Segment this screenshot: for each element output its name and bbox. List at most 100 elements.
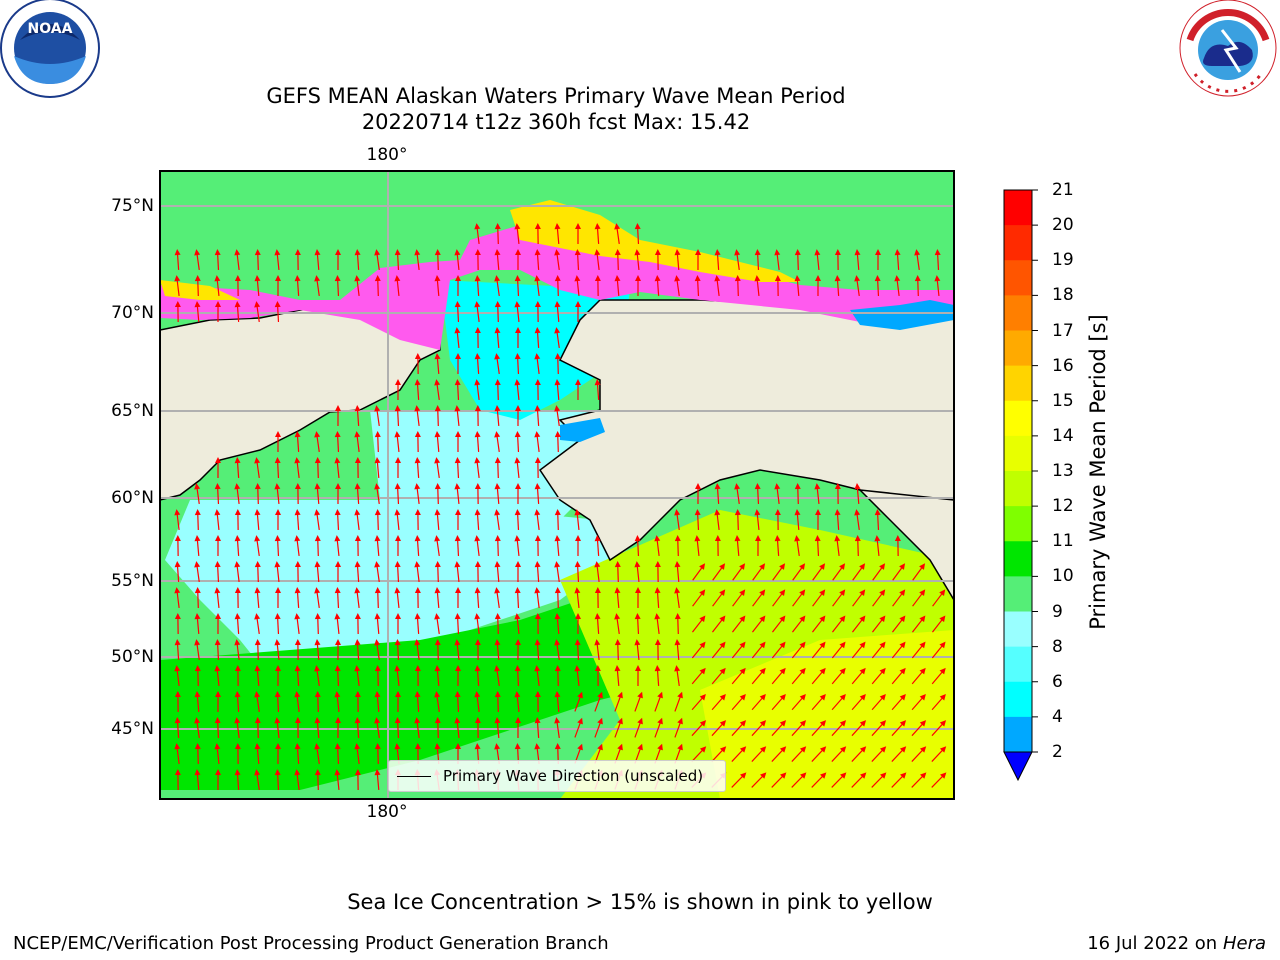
wave-arrow-head bbox=[374, 665, 381, 672]
wave-arrow-head bbox=[594, 613, 601, 620]
wave-arrow-head bbox=[760, 772, 767, 779]
wave-arrow-head bbox=[799, 720, 807, 727]
wave-arrow-head bbox=[334, 431, 341, 438]
wave-arrow-head bbox=[474, 379, 481, 386]
wave-arrow-head bbox=[774, 535, 781, 542]
wave-arrow-shaft bbox=[751, 774, 765, 788]
wave-arrow-head bbox=[534, 249, 541, 256]
wave-arrow-head bbox=[394, 717, 401, 724]
wave-arrow-shaft bbox=[516, 381, 520, 401]
wave-arrow-head bbox=[634, 223, 641, 230]
wave-arrow-head bbox=[374, 405, 381, 412]
wave-arrow-shaft bbox=[497, 303, 499, 323]
wave-arrow-shaft bbox=[696, 537, 700, 557]
wave-arrow-head bbox=[454, 535, 461, 542]
noaa-logo: NOAA bbox=[0, 0, 100, 98]
wave-arrow-shaft bbox=[596, 381, 600, 401]
wave-arrow-head bbox=[699, 615, 706, 623]
wave-arrow-head bbox=[414, 587, 421, 594]
wave-arrow-head bbox=[414, 353, 421, 360]
colorbar-tick-label: 8 bbox=[1052, 636, 1063, 657]
wave-arrow-shaft bbox=[437, 641, 439, 661]
wave-arrow-head bbox=[939, 589, 946, 597]
wave-arrow-head bbox=[614, 561, 621, 568]
wave-arrow-head bbox=[335, 717, 341, 723]
wave-arrow-shaft bbox=[196, 252, 200, 270]
wave-arrow-head bbox=[354, 691, 361, 698]
wave-arrow-head bbox=[335, 639, 341, 645]
wave-arrow-head bbox=[534, 613, 541, 620]
wave-arrow-head bbox=[455, 587, 461, 593]
wave-arrow-head bbox=[394, 639, 401, 646]
wave-arrow-shaft bbox=[436, 538, 440, 556]
wave-arrow-head bbox=[874, 535, 881, 542]
wave-arrow-head bbox=[699, 641, 706, 649]
wave-arrow-head bbox=[514, 275, 521, 282]
wave-arrow-shaft bbox=[396, 433, 400, 453]
wave-arrow-shaft bbox=[536, 485, 540, 505]
wave-arrow-shaft bbox=[196, 642, 200, 660]
wave-arrow-head bbox=[637, 717, 643, 725]
wave-arrow-head bbox=[514, 665, 521, 672]
wave-arrow-head bbox=[919, 746, 927, 753]
wave-arrow-shaft bbox=[816, 537, 820, 557]
wave-arrow-head bbox=[494, 223, 501, 230]
wave-arrow-head bbox=[534, 379, 541, 386]
wave-arrow-head bbox=[254, 639, 261, 646]
ocean-period-field-cyan-chukchi bbox=[440, 280, 630, 420]
wave-arrow-head bbox=[274, 561, 281, 568]
wave-arrow-head bbox=[759, 667, 766, 675]
wave-arrow-head bbox=[774, 275, 781, 282]
wave-arrow-head bbox=[899, 667, 906, 675]
wave-arrow-head bbox=[494, 587, 501, 594]
wave-arrow-head bbox=[334, 587, 341, 594]
wave-arrow-head bbox=[894, 535, 901, 542]
wave-arrow-head bbox=[819, 746, 827, 753]
wave-arrow-head bbox=[759, 693, 766, 701]
wave-arrow-head bbox=[455, 743, 461, 749]
legend-label: Primary Wave Direction (unscaled) bbox=[443, 767, 704, 785]
wave-arrow-head bbox=[597, 691, 603, 699]
wave-arrow-head bbox=[494, 717, 501, 724]
wave-arrow-head bbox=[294, 249, 301, 256]
national-weather-service-logo bbox=[1179, 0, 1277, 97]
wave-arrow-head bbox=[434, 535, 441, 542]
wave-arrow-shaft bbox=[276, 771, 280, 791]
wave-arrow-head bbox=[514, 535, 521, 542]
wave-arrow-head bbox=[694, 509, 701, 516]
wave-arrow-head bbox=[354, 275, 361, 282]
wave-arrow-head bbox=[574, 275, 581, 282]
wave-arrow-head bbox=[634, 639, 641, 646]
colorbar-extend-triangle bbox=[1003, 751, 1033, 782]
wave-arrow-shaft bbox=[496, 668, 500, 686]
wave-arrow-head bbox=[515, 405, 521, 411]
wave-arrow-head bbox=[874, 275, 881, 282]
colorbar-tick-label: 21 bbox=[1052, 180, 1074, 200]
wave-arrow-head bbox=[394, 509, 401, 516]
wave-arrow-head bbox=[799, 563, 806, 570]
wave-arrow-head bbox=[194, 743, 201, 750]
wave-arrow-head bbox=[654, 665, 661, 672]
wave-arrow-head bbox=[554, 743, 561, 750]
lon-label-bottom: 180° bbox=[366, 802, 408, 822]
wave-arrow-head bbox=[214, 509, 221, 516]
colorbar-segment bbox=[1004, 646, 1032, 683]
wave-arrow-shaft bbox=[851, 774, 865, 788]
wave-arrow-head bbox=[594, 275, 601, 282]
wave-arrow-head bbox=[434, 717, 441, 724]
wave-arrow-head bbox=[234, 561, 241, 568]
wave-arrow-shaft bbox=[676, 668, 680, 686]
wave-arrow-head bbox=[234, 665, 241, 672]
wave-arrow-head bbox=[719, 641, 726, 649]
wave-arrow-shaft bbox=[634, 694, 642, 712]
wave-arrow-head bbox=[674, 613, 681, 620]
wave-arrow-head bbox=[455, 431, 461, 437]
wave-arrow-head bbox=[334, 743, 341, 750]
wave-arrow-head bbox=[474, 665, 481, 672]
wave-arrow-shaft bbox=[596, 563, 600, 583]
wave-arrow-head bbox=[434, 691, 441, 698]
wave-arrow-head bbox=[515, 483, 521, 489]
wave-arrow-shaft bbox=[437, 719, 439, 739]
wave-arrow-head bbox=[874, 509, 881, 516]
wave-arrow-head bbox=[194, 249, 201, 256]
